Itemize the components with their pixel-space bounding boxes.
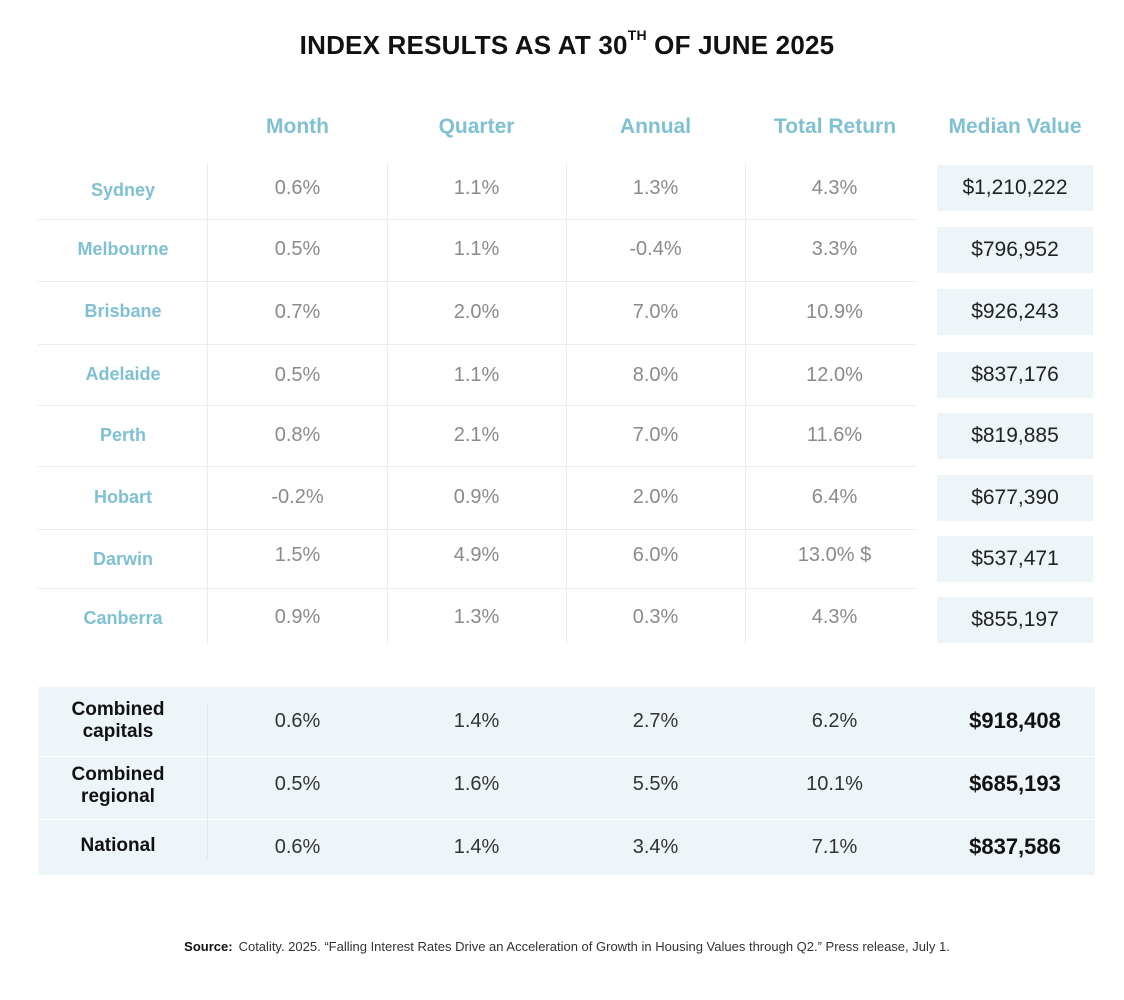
total-return-value: 4.3% — [811, 606, 858, 628]
column-divider — [745, 163, 746, 644]
annual-value: -0.4% — [629, 238, 682, 260]
row-label: Perth — [99, 425, 146, 445]
total-return-value: 7.1% — [811, 836, 858, 858]
row-label: Brisbane — [84, 301, 162, 321]
total-return-value: 11.6% — [806, 424, 863, 446]
quarter-value: 1.4% — [453, 710, 500, 732]
annual-value: 1.3% — [632, 177, 679, 199]
median-value: $926,243 — [937, 289, 1093, 335]
median-value: $837,586 — [969, 834, 1061, 859]
row-label: Sydney — [90, 180, 156, 200]
row-divider — [38, 588, 916, 589]
month-value: -0.2% — [271, 486, 324, 508]
summary-panel — [38, 687, 1095, 875]
total-return-value: 12.0% — [806, 364, 863, 386]
median-value: $685,193 — [969, 771, 1061, 796]
annual-value: 8.0% — [632, 364, 679, 386]
total-return-value: 10.1% — [806, 773, 863, 795]
month-value: 0.8% — [274, 424, 321, 446]
median-value: $855,197 — [937, 597, 1093, 643]
median-value: $819,885 — [937, 413, 1093, 459]
month-value: 0.7% — [274, 301, 321, 323]
column-divider — [207, 163, 208, 644]
row-label: Hobart — [94, 487, 152, 507]
quarter-value: 1.1% — [453, 238, 500, 260]
median-value: $537,471 — [937, 536, 1093, 582]
total-return-value: 13.0% $ — [797, 544, 872, 566]
column-divider — [566, 163, 567, 644]
month-value: 0.5% — [274, 773, 321, 795]
source-note: Source: Cotality. 2025. “Falling Interest… — [184, 939, 950, 954]
annual-value: 6.0% — [632, 544, 679, 566]
annual-value: 2.0% — [632, 486, 679, 508]
row-label: Melbourne — [77, 239, 169, 259]
quarter-value: 1.6% — [453, 773, 500, 795]
quarter-value: 2.0% — [453, 301, 500, 323]
annual-value: 3.4% — [632, 836, 679, 858]
col-header-total-return: Total Return — [773, 115, 897, 138]
total-return-value: 6.4% — [811, 486, 858, 508]
median-value: $796,952 — [937, 227, 1093, 273]
annual-value: 0.3% — [632, 606, 679, 628]
quarter-value: 1.1% — [453, 177, 500, 199]
total-return-value: 4.3% — [811, 177, 858, 199]
total-return-value: 6.2% — [811, 710, 858, 732]
row-label: Darwin — [92, 549, 153, 569]
annual-value: 2.7% — [632, 710, 679, 732]
summary-label: National — [80, 835, 156, 856]
month-value: 0.6% — [274, 836, 321, 858]
quarter-value: 1.1% — [453, 364, 500, 386]
month-value: 0.6% — [274, 710, 321, 732]
quarter-value: 0.9% — [453, 486, 500, 508]
summary-label: Combined capitals — [71, 699, 165, 742]
median-value: $918,408 — [969, 708, 1061, 733]
month-value: 1.5% — [274, 544, 321, 566]
summary-divider — [38, 819, 1095, 820]
row-divider — [38, 529, 916, 530]
row-divider — [38, 219, 916, 220]
summary-label: Combined regional — [71, 764, 165, 807]
total-return-value: 10.9% — [806, 301, 863, 323]
row-label: Adelaide — [85, 364, 161, 384]
month-value: 0.9% — [274, 606, 321, 628]
col-header-annual: Annual — [619, 115, 692, 138]
row-label: Canberra — [83, 608, 163, 628]
annual-value: 7.0% — [632, 301, 679, 323]
summary-column-divider — [207, 703, 208, 860]
median-value: $677,390 — [937, 475, 1093, 521]
month-value: 0.5% — [274, 238, 321, 260]
month-value: 0.6% — [274, 177, 321, 199]
page-title: INDEX RESULTS AS AT 30TH OF JUNE 2025 — [299, 27, 835, 60]
quarter-value: 4.9% — [453, 544, 500, 566]
row-divider — [38, 281, 916, 282]
col-header-median-value: Median Value — [948, 115, 1082, 138]
quarter-value: 1.4% — [453, 836, 500, 858]
median-value: $837,176 — [937, 352, 1093, 398]
summary-divider — [38, 756, 1095, 757]
col-header-quarter: Quarter — [438, 115, 515, 138]
column-divider — [387, 163, 388, 644]
month-value: 0.5% — [274, 364, 321, 386]
quarter-value: 1.3% — [453, 606, 500, 628]
median-value: $1,210,222 — [937, 165, 1093, 211]
row-divider — [38, 466, 916, 467]
total-return-value: 3.3% — [811, 238, 858, 260]
quarter-value: 2.1% — [453, 424, 500, 446]
annual-value: 5.5% — [632, 773, 679, 795]
row-divider — [38, 405, 916, 406]
col-header-month: Month — [266, 115, 329, 138]
annual-value: 7.0% — [632, 424, 679, 446]
row-divider — [38, 344, 916, 345]
